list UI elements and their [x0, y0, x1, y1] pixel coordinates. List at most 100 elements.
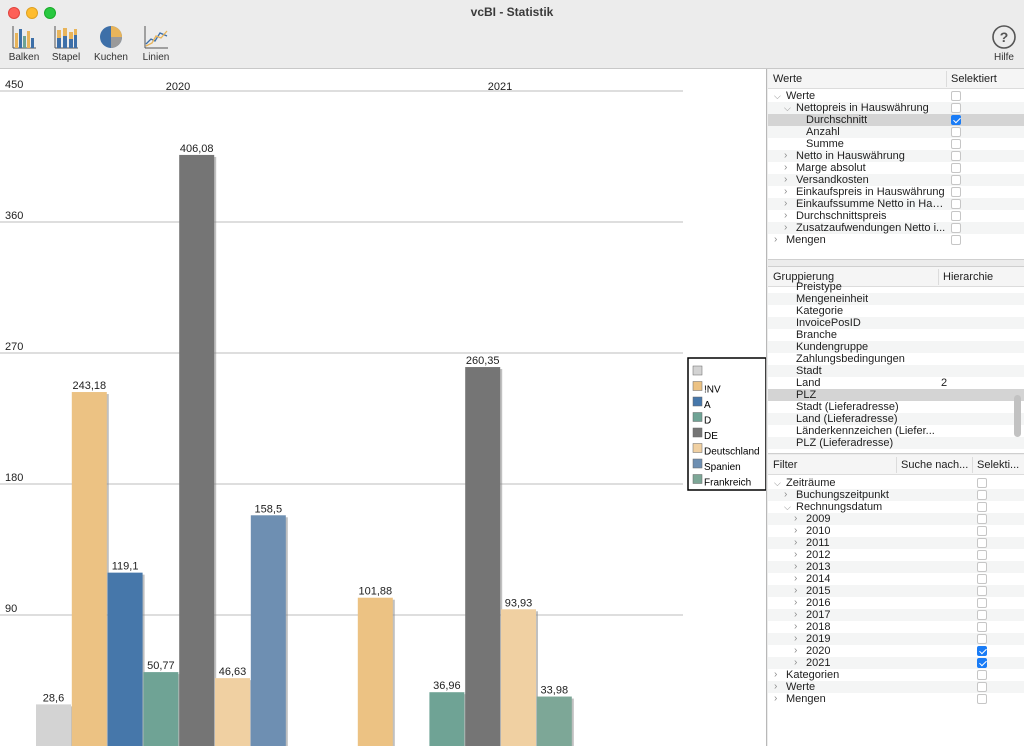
selection-checkbox[interactable] [977, 538, 987, 548]
werte-tree-item[interactable]: ⌵ Nettopreis in Hauswährung [768, 102, 1024, 114]
hierarchie-column-header[interactable]: Hierarchie [943, 271, 994, 283]
chevron-right-icon[interactable]: › [794, 561, 798, 572]
selection-checkbox[interactable] [977, 610, 987, 620]
gruppierung-item[interactable]: PLZ [768, 389, 1024, 401]
selection-checkbox[interactable] [977, 574, 987, 584]
suche-column-header[interactable]: Suche nach... [901, 459, 969, 471]
selection-checkbox[interactable] [951, 199, 961, 209]
gruppierung-item[interactable]: Kundengruppe [768, 341, 1024, 353]
werte-tree-item[interactable]: › Zusatzaufwendungen Netto i... [768, 222, 1024, 234]
filter-tree-item[interactable]: › 2011 [768, 537, 1024, 549]
gruppierung-item[interactable]: Branche [768, 329, 1024, 341]
chevron-right-icon[interactable]: › [774, 693, 778, 704]
filter-tree-item[interactable]: › 2016 [768, 597, 1024, 609]
selection-checkbox[interactable] [951, 163, 961, 173]
filter-tree-item[interactable]: › 2014 [768, 573, 1024, 585]
selection-checkbox[interactable] [951, 139, 961, 149]
chevron-down-icon[interactable]: ⌵ [784, 103, 791, 113]
filter-tree-item[interactable]: › 2019 [768, 633, 1024, 645]
selection-checkbox[interactable] [977, 502, 987, 512]
werte-tree-item[interactable]: Durchschnitt [768, 114, 1024, 126]
selection-checkbox[interactable] [977, 634, 987, 644]
gruppierung-item[interactable]: Kategorie [768, 305, 1024, 317]
filter-column-header[interactable]: Filter [773, 459, 798, 471]
filter-tree-item[interactable]: › Werte [768, 681, 1024, 693]
chevron-right-icon[interactable]: › [794, 597, 798, 608]
werte-tree-item[interactable]: › Versandkosten [768, 174, 1024, 186]
werte-tree-item[interactable]: › Marge absolut [768, 162, 1024, 174]
selektiert-column-header[interactable]: Selektiert [951, 73, 997, 85]
chevron-right-icon[interactable]: › [794, 657, 798, 668]
chevron-right-icon[interactable]: › [784, 174, 788, 185]
panel-divider[interactable] [768, 259, 1024, 267]
filter-tree-item[interactable]: › 2018 [768, 621, 1024, 633]
chevron-right-icon[interactable]: › [784, 186, 788, 197]
balken-button[interactable]: Balken [6, 24, 42, 63]
selection-checkbox[interactable] [951, 211, 961, 221]
filter-tree-item[interactable]: › 2013 [768, 561, 1024, 573]
chevron-right-icon[interactable]: › [794, 609, 798, 620]
chevron-right-icon[interactable]: › [794, 549, 798, 560]
selection-checkbox[interactable] [951, 151, 961, 161]
chevron-right-icon[interactable]: › [784, 210, 788, 221]
filter-tree-item[interactable]: ⌵ Rechnungsdatum [768, 501, 1024, 513]
gruppierung-item[interactable]: Land 2 [768, 377, 1024, 389]
filter-tree-item[interactable]: › 2009 [768, 513, 1024, 525]
selektiert-column-header[interactable]: Selekti... [977, 459, 1020, 471]
gruppierung-item[interactable]: Preistype [768, 281, 1024, 293]
chevron-right-icon[interactable]: › [784, 198, 788, 209]
selection-checkbox[interactable] [951, 223, 961, 233]
selection-checkbox[interactable] [977, 646, 987, 656]
selection-checkbox[interactable] [977, 694, 987, 704]
chevron-down-icon[interactable]: ⌵ [784, 502, 791, 512]
filter-tree-item[interactable]: › 2021 [768, 657, 1024, 669]
chevron-right-icon[interactable]: › [774, 234, 778, 245]
werte-tree-item[interactable]: ⌵ Werte [768, 90, 1024, 102]
chevron-right-icon[interactable]: › [794, 513, 798, 524]
selection-checkbox[interactable] [977, 598, 987, 608]
selection-checkbox[interactable] [951, 115, 961, 125]
selection-checkbox[interactable] [951, 91, 961, 101]
werte-tree-item[interactable]: Anzahl [768, 126, 1024, 138]
chevron-right-icon[interactable]: › [784, 222, 788, 233]
zoom-window-button[interactable] [44, 7, 56, 19]
chevron-right-icon[interactable]: › [794, 621, 798, 632]
gruppierung-item[interactable]: Länderkennzeichen (Liefer... [768, 425, 1024, 437]
gruppierung-column-header[interactable]: Gruppierung [773, 271, 835, 283]
selection-checkbox[interactable] [977, 550, 987, 560]
filter-tree-item[interactable]: › 2012 [768, 549, 1024, 561]
filter-tree-item[interactable]: ⌵ Zeiträume [768, 477, 1024, 489]
gruppierung-item[interactable]: Zahlungsbedingungen [768, 353, 1024, 365]
selection-checkbox[interactable] [977, 526, 987, 536]
chevron-right-icon[interactable]: › [784, 489, 788, 500]
gruppierung-item[interactable]: Stadt [768, 365, 1024, 377]
selection-checkbox[interactable] [951, 187, 961, 197]
selection-checkbox[interactable] [977, 622, 987, 632]
selection-checkbox[interactable] [951, 103, 961, 113]
selection-checkbox[interactable] [951, 235, 961, 245]
chevron-right-icon[interactable]: › [794, 537, 798, 548]
selection-checkbox[interactable] [977, 670, 987, 680]
selection-checkbox[interactable] [977, 514, 987, 524]
selection-checkbox[interactable] [977, 586, 987, 596]
stapel-button[interactable]: Stapel [48, 24, 84, 63]
filter-tree-item[interactable]: › 2010 [768, 525, 1024, 537]
werte-tree-item[interactable]: › Netto in Hauswährung [768, 150, 1024, 162]
filter-tree-item[interactable]: › Kategorien [768, 669, 1024, 681]
gruppierung-item[interactable]: Mengeneinheit [768, 293, 1024, 305]
werte-column-header[interactable]: Werte [773, 73, 803, 85]
close-window-button[interactable] [8, 7, 20, 19]
chevron-right-icon[interactable]: › [794, 633, 798, 644]
werte-tree-item[interactable]: › Mengen [768, 234, 1024, 246]
selection-checkbox[interactable] [951, 127, 961, 137]
selection-checkbox[interactable] [977, 658, 987, 668]
chevron-right-icon[interactable]: › [794, 585, 798, 596]
gruppierung-item[interactable]: PLZ (Lieferadresse) [768, 437, 1024, 449]
chevron-right-icon[interactable]: › [794, 573, 798, 584]
werte-tree-item[interactable]: › Einkaufssumme Netto in Hau... [768, 198, 1024, 210]
gruppierung-item[interactable]: Stadt (Lieferadresse) [768, 401, 1024, 413]
filter-tree-item[interactable]: › 2015 [768, 585, 1024, 597]
minimize-window-button[interactable] [26, 7, 38, 19]
selection-checkbox[interactable] [951, 175, 961, 185]
chevron-right-icon[interactable]: › [794, 525, 798, 536]
